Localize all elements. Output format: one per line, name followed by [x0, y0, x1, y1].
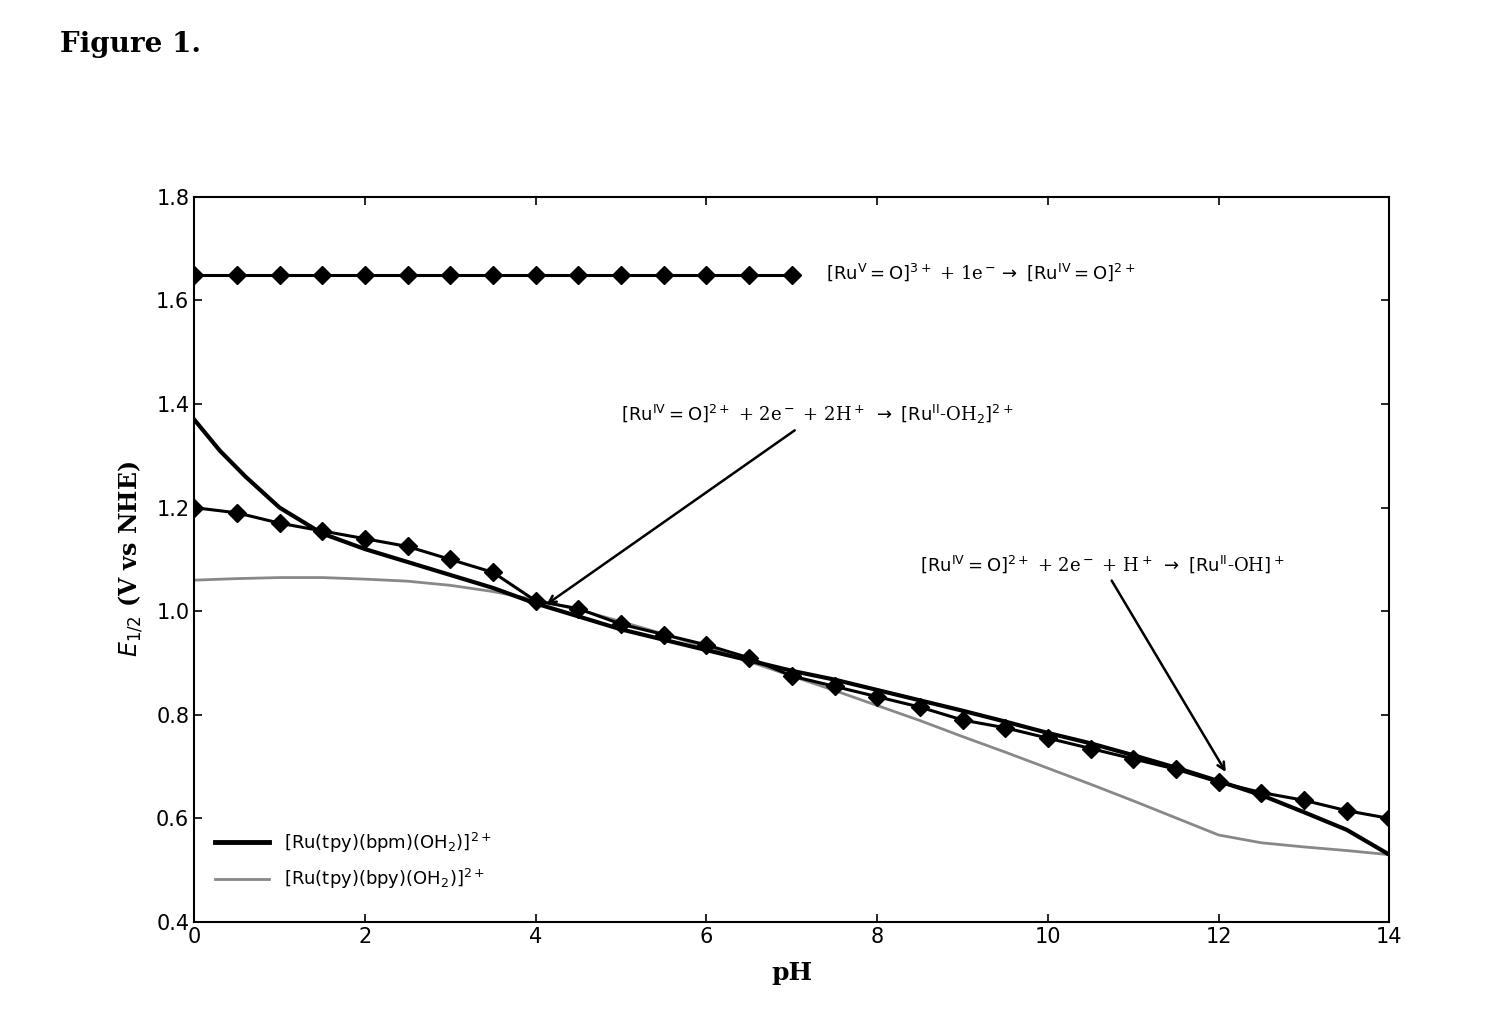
Legend: $[\mathrm{Ru(tpy)(bpm)(OH_2)}]^{2+}$, $[\mathrm{Ru(tpy)(bpy)(OH_2)}]^{2+}$: $[\mathrm{Ru(tpy)(bpm)(OH_2)}]^{2+}$, $[… [215, 831, 492, 891]
Text: $[\mathrm{Ru^V=O}]^{3+}$ + 1e$^-$$\rightarrow$ $[\mathrm{Ru^{IV}=O}]^{2+}$: $[\mathrm{Ru^V=O}]^{3+}$ + 1e$^-$$\right… [826, 261, 1135, 283]
X-axis label: pH: pH [771, 960, 813, 985]
Y-axis label: $\it{E}$$_{1/2}$ (V vs NHE): $\it{E}$$_{1/2}$ (V vs NHE) [117, 461, 145, 658]
Text: Figure 1.: Figure 1. [60, 31, 200, 58]
Text: $[\mathrm{Ru^{IV}=O}]^{2+}$ + 2e$^-$ + 2H$^+$ $\rightarrow$ $[\mathrm{Ru^{II}}$-: $[\mathrm{Ru^{IV}=O}]^{2+}$ + 2e$^-$ + 2… [548, 403, 1014, 603]
Text: $[\mathrm{Ru^{IV}=O}]^{2+}$ + 2e$^-$ + H$^+$ $\rightarrow$ $[\mathrm{Ru^{II}}$-O: $[\mathrm{Ru^{IV}=O}]^{2+}$ + 2e$^-$ + H… [920, 554, 1285, 770]
